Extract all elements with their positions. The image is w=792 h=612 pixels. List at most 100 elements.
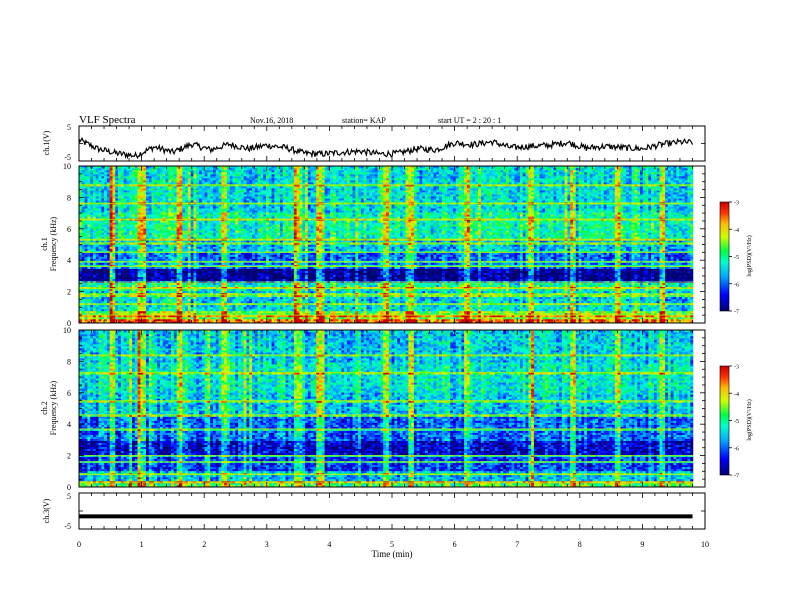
spectrogram-cell [673,314,677,318]
spectrogram-cell [531,278,535,281]
spectrogram-cell [645,304,649,308]
spectrogram-cell [559,288,563,292]
spectrogram-cell [176,300,180,304]
spectrogram-cell [238,298,242,302]
spectrogram-cell [651,278,655,281]
spectrogram-cell [324,300,328,304]
spectrogram-cell [274,288,278,292]
spectrogram-cell [249,314,253,318]
spectrogram-cell [179,318,183,322]
spectrogram-cell [274,292,278,296]
spectrogram-cell [478,286,482,290]
spectrogram-cell [433,304,437,308]
spectrogram-cell [662,304,666,308]
spectrogram-cell [132,290,136,294]
spectrogram-cell [525,296,529,300]
spectrogram-cell [539,318,543,322]
spectrogram-cell [279,278,283,281]
spectrogram-cell [137,292,141,296]
spectrogram-cell [612,290,616,294]
spectrogram-cell [483,316,487,320]
spectrogram-cell [690,320,694,324]
spectrogram-cell [327,284,331,288]
spectrogram-cell [243,320,247,324]
spectrogram-cell [656,284,660,288]
spectrogram-cell [279,308,283,312]
spectrogram-cell [525,312,529,316]
spectrogram-cell [461,318,465,322]
spectrogram-cell [620,316,624,320]
spectrogram-cell [372,300,376,304]
spectrogram-cell [542,290,546,294]
spectrogram-cell [439,304,443,308]
spectrogram-cell [441,314,445,318]
spectrogram-cell [282,318,286,322]
spectrogram-cell [687,320,691,324]
spectrogram-cell [416,320,420,324]
spectrogram-cell [444,294,448,298]
spectrogram-cell [391,290,395,294]
spectrogram-cell [380,292,384,296]
spectrogram-cell [614,278,618,281]
spectrogram-cell [291,300,295,304]
spectrogram-cell [352,288,356,292]
spectrogram-cell [310,314,314,318]
spectrogram-cell [123,292,127,296]
spectrogram-cell [391,298,395,302]
spectrogram-cell [603,308,607,312]
spectrogram-cell [514,284,518,288]
spectrogram-cell [575,284,579,288]
spectrogram-cell [575,286,579,290]
spectrogram-cell [299,310,303,314]
spectrogram-cell [436,282,440,285]
spectrogram-cell [291,288,295,292]
spectrogram-cell [305,318,309,322]
spectrogram-cell [561,296,565,300]
spectrogram-cell [145,278,150,281]
spectrogram-cell [545,306,549,310]
spectrogram-cell [307,304,311,308]
spectrogram-cell [143,276,147,279]
spectrogram-cell [531,282,535,285]
spectrogram-cell [676,314,680,318]
spectrogram-cell [612,286,616,290]
spectrogram-cell [399,320,403,324]
spectrogram-cell [653,300,657,304]
spectrogram-cell [667,304,671,308]
spectrogram-cell [511,300,515,304]
spectrogram-cell [413,316,417,320]
spectrogram-cell [212,288,216,292]
spectrogram-cell [547,294,551,298]
spectrogram-cell [589,304,593,308]
spectrogram-cell [123,298,127,302]
spectrogram-cell [199,286,203,290]
spectrogram-cell [307,290,311,294]
spectrogram-cell [386,306,390,310]
spectrogram-cell [508,278,512,281]
spectrogram-cell [439,318,443,322]
spectrogram-cell [411,314,415,318]
spectrogram-cell [346,284,350,288]
spectrogram-cell [503,300,507,304]
spectrogram-cell [380,304,384,308]
spectrogram-cell [383,292,387,296]
spectrogram-cell [645,300,649,304]
spectrogram-cell [553,286,557,290]
spectrogram-cell [319,320,323,324]
spectrogram-cell [402,300,406,304]
spectrogram-cell [123,290,127,294]
spectrogram-cell [120,296,124,300]
spectrogram-cell [651,318,655,322]
spectrogram-cell [645,320,649,324]
spectrogram-cell [595,294,599,298]
spectrogram-cell [305,310,309,314]
spectrogram-cell [321,296,325,300]
spectrogram-cell [670,308,674,312]
spectrogram-cell [595,286,599,290]
spectrogram-cell [536,284,540,288]
spectrogram-cell [567,294,571,298]
spectrogram-cell [265,282,270,285]
spectrogram-cell [338,314,342,318]
spectrogram-cell [187,318,191,322]
spectrogram-cell [623,300,627,304]
